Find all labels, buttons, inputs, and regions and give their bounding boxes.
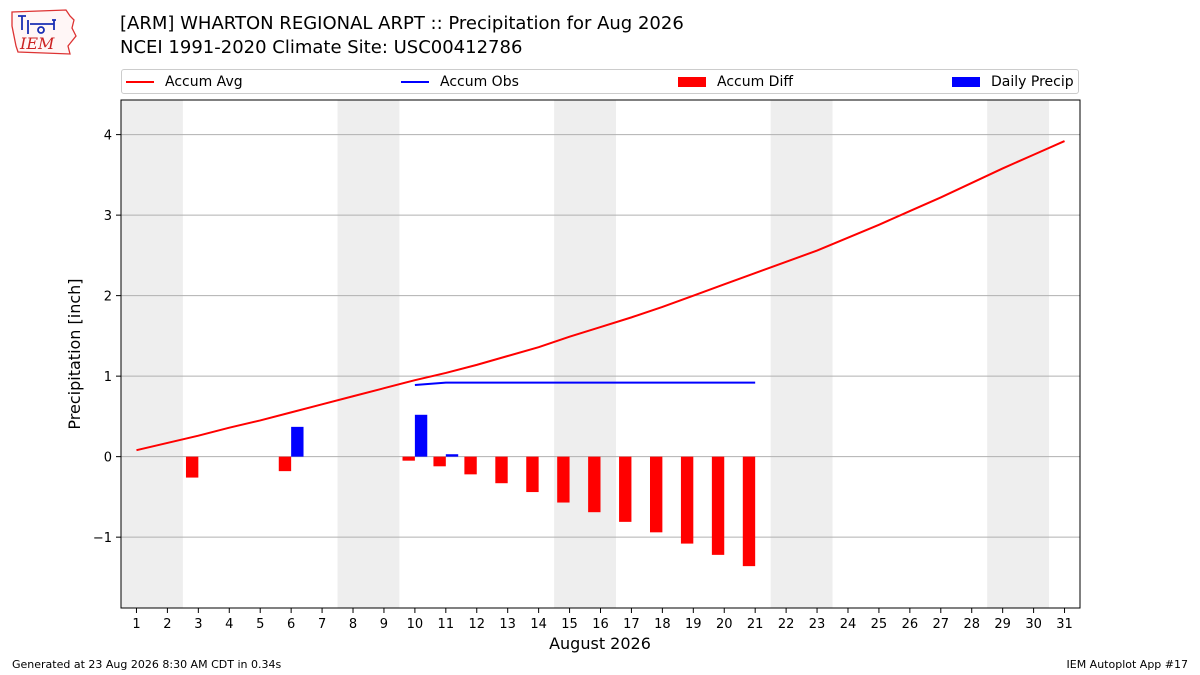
x-tick-label: 2 xyxy=(163,617,171,632)
y-axis-label: Precipitation [inch] xyxy=(65,278,84,429)
accum-diff-bar xyxy=(402,456,415,461)
y-tick-label: 3 xyxy=(104,209,112,224)
x-tick-label: 4 xyxy=(225,617,233,632)
legend-item-accum-obs: Accum Obs xyxy=(401,70,519,93)
legend-swatch-accum-avg xyxy=(126,80,154,83)
x-tick-label: 14 xyxy=(530,617,547,632)
iem-logo: IEM xyxy=(11,9,77,55)
legend-swatch-accum-obs xyxy=(401,80,429,83)
x-tick-label: 25 xyxy=(871,617,888,632)
x-tick-label: 28 xyxy=(963,617,980,632)
x-tick-label: 30 xyxy=(1025,617,1042,632)
x-tick-label: 26 xyxy=(902,617,919,632)
weather-station-icon xyxy=(18,15,56,34)
x-tick-label: 3 xyxy=(194,617,202,632)
gridlines xyxy=(121,134,1080,538)
line-series xyxy=(136,140,1065,452)
legend-item-accum-diff: Accum Diff xyxy=(678,70,793,93)
legend: Accum Avg Accum Obs Accum Diff Daily Pre… xyxy=(121,69,1079,94)
chart-title: [ARM] WHARTON REGIONAL ARPT :: Precipita… xyxy=(120,13,684,34)
x-tick-label: 20 xyxy=(716,617,733,632)
x-tick-label: 22 xyxy=(778,617,795,632)
x-tick-label: 17 xyxy=(623,617,640,632)
logo-text: IEM xyxy=(19,34,55,53)
x-tick-label: 13 xyxy=(499,617,516,632)
accum-diff-bar xyxy=(619,456,632,522)
weekend-band xyxy=(337,100,400,608)
legend-swatch-daily-precip xyxy=(952,76,980,87)
x-tick-label: 5 xyxy=(256,617,264,632)
x-tick-label: 10 xyxy=(407,617,424,632)
app-credit: IEM Autoplot App #17 xyxy=(1066,658,1189,671)
daily-precip-bar xyxy=(445,454,459,457)
x-tick-label: 24 xyxy=(840,617,857,632)
x-tick-label: 18 xyxy=(654,617,671,632)
weekend-shading xyxy=(121,100,1050,608)
accum-diff-bar xyxy=(588,456,601,513)
accum-diff-bar xyxy=(557,456,570,503)
accum-diff-bar xyxy=(742,456,756,567)
accum-diff-bar xyxy=(433,456,446,467)
accum-diff-bar xyxy=(464,456,477,475)
legend-label: Accum Avg xyxy=(165,73,243,90)
legend-label: Accum Diff xyxy=(717,73,794,90)
x-tick-label: 1 xyxy=(132,617,140,632)
legend-item-accum-avg: Accum Avg xyxy=(126,70,243,93)
chart-subtitle: NCEI 1991-2020 Climate Site: USC00412786 xyxy=(120,37,523,58)
x-tick-label: 23 xyxy=(809,617,826,632)
weekend-band xyxy=(554,100,616,608)
x-tick-label: 6 xyxy=(287,617,295,632)
legend-item-daily-precip: Daily Precip xyxy=(952,70,1074,93)
daily-precip-bar xyxy=(414,414,428,457)
x-tick-label: 19 xyxy=(685,617,702,632)
x-tick-label: 31 xyxy=(1056,617,1073,632)
accum-diff-bar xyxy=(711,456,725,555)
legend-swatch-accum-diff xyxy=(678,76,706,87)
y-tick-label: 2 xyxy=(104,290,112,305)
y-tick-label: −1 xyxy=(93,531,112,546)
x-axis-label: August 2026 xyxy=(549,634,651,653)
daily-precip-bar xyxy=(291,426,304,457)
accum-diff-bar xyxy=(526,456,539,493)
accum-diff-bar xyxy=(278,456,292,472)
x-tick-label: 29 xyxy=(994,617,1011,632)
x-tick-label: 21 xyxy=(747,617,764,632)
y-tick-label: 0 xyxy=(104,451,112,466)
x-axis: 1 2 3 4 5 6 7 8 9 10 11 12 13 14 15 16 17 18 19 20 21 22 23 24 2… xyxy=(132,608,1073,632)
legend-label: Accum Obs xyxy=(440,73,519,90)
x-tick-label: 27 xyxy=(933,617,950,632)
accum-diff-bar xyxy=(185,456,199,478)
y-tick-label: 1 xyxy=(104,370,112,385)
x-tick-label: 8 xyxy=(349,617,357,632)
y-tick-label: 4 xyxy=(104,129,112,144)
weekend-band xyxy=(987,100,1050,608)
x-tick-label: 11 xyxy=(438,617,455,632)
weekend-band xyxy=(770,100,833,608)
bar-series xyxy=(185,414,756,567)
accum-diff-bar xyxy=(680,456,694,544)
accum-diff-bar xyxy=(495,456,508,484)
accum-diff-bar xyxy=(649,456,663,533)
x-tick-label: 15 xyxy=(561,617,578,632)
accum-avg-line xyxy=(136,140,1065,452)
legend-label: Daily Precip xyxy=(991,73,1074,90)
accum-obs-line xyxy=(414,381,756,386)
x-tick-label: 16 xyxy=(592,617,609,632)
generated-timestamp: Generated at 23 Aug 2026 8:30 AM CDT in … xyxy=(12,658,282,671)
x-tick-label: 9 xyxy=(380,617,388,632)
y-axis: −1 0 1 2 3 4 xyxy=(93,129,121,546)
x-tick-label: 12 xyxy=(468,617,485,632)
x-tick-label: 7 xyxy=(318,617,326,632)
weekend-band xyxy=(121,100,183,608)
